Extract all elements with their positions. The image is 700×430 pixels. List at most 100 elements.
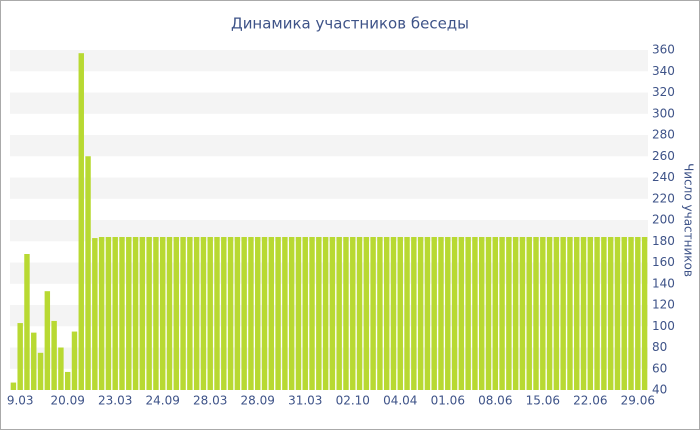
bar bbox=[227, 237, 234, 390]
bar bbox=[553, 237, 560, 390]
x-tick-label: 28.03 bbox=[193, 394, 227, 408]
bar bbox=[601, 237, 607, 390]
bar bbox=[567, 237, 573, 390]
bar bbox=[458, 237, 465, 390]
x-tick-label: 01.06 bbox=[431, 394, 465, 408]
bar bbox=[519, 237, 526, 390]
grid-band bbox=[10, 50, 648, 72]
bar bbox=[411, 237, 417, 390]
bar bbox=[180, 237, 186, 390]
bar bbox=[98, 237, 105, 390]
bar bbox=[78, 53, 84, 390]
bar bbox=[241, 237, 247, 390]
bar bbox=[268, 237, 275, 390]
bar bbox=[255, 237, 261, 390]
bar bbox=[37, 352, 44, 390]
x-tick-label: 08.06 bbox=[478, 394, 512, 408]
x-tick-label: 9.03 bbox=[7, 394, 34, 408]
bar bbox=[445, 237, 451, 390]
bar bbox=[580, 237, 587, 390]
bar bbox=[377, 237, 383, 390]
bar bbox=[322, 237, 329, 390]
bar bbox=[404, 237, 410, 390]
bar bbox=[24, 254, 30, 390]
bar bbox=[261, 237, 268, 390]
bar bbox=[10, 382, 17, 390]
bar bbox=[478, 237, 485, 390]
bar bbox=[126, 237, 132, 390]
bar bbox=[424, 237, 431, 390]
bar bbox=[71, 331, 78, 390]
bar bbox=[506, 237, 512, 390]
bar bbox=[641, 237, 648, 390]
bar bbox=[526, 237, 532, 390]
bar bbox=[438, 237, 444, 390]
bar bbox=[621, 237, 627, 390]
bar bbox=[574, 237, 580, 390]
y-tick-label: 40 bbox=[652, 383, 667, 397]
bar bbox=[295, 237, 302, 390]
y-tick-label: 200 bbox=[652, 213, 675, 227]
bar bbox=[200, 237, 207, 390]
bar bbox=[546, 237, 553, 390]
bar bbox=[336, 237, 342, 390]
y-tick-label: 240 bbox=[652, 170, 675, 184]
bar bbox=[350, 237, 356, 390]
bar bbox=[302, 237, 308, 390]
grid-band bbox=[10, 220, 648, 242]
x-tick-label: 29.06 bbox=[621, 394, 655, 408]
bar bbox=[139, 237, 146, 390]
bar bbox=[31, 332, 37, 390]
bar bbox=[560, 237, 566, 390]
y-tick-label: 100 bbox=[652, 319, 675, 333]
bar bbox=[187, 237, 193, 390]
y-tick-label: 340 bbox=[652, 64, 675, 78]
bar bbox=[146, 237, 152, 390]
y-tick-label: 140 bbox=[652, 276, 675, 290]
x-tick-label: 22.06 bbox=[573, 394, 607, 408]
bar bbox=[234, 237, 241, 390]
bar bbox=[132, 237, 139, 390]
y-tick-label: 280 bbox=[652, 128, 675, 142]
bar bbox=[309, 237, 315, 390]
bar bbox=[417, 237, 424, 390]
bar bbox=[221, 237, 227, 390]
x-tick-label: 23.03 bbox=[98, 394, 132, 408]
y-tick-label: 220 bbox=[652, 191, 675, 205]
x-tick-label: 04.04 bbox=[383, 394, 417, 408]
bar bbox=[112, 237, 118, 390]
bar bbox=[159, 237, 166, 390]
y-tick-label: 80 bbox=[652, 340, 667, 354]
bar bbox=[58, 347, 64, 390]
x-tick-label: 02.10 bbox=[336, 394, 370, 408]
y-tick-label: 120 bbox=[652, 298, 675, 312]
x-tick-label: 28.09 bbox=[241, 394, 275, 408]
bar bbox=[248, 237, 254, 390]
bar bbox=[485, 237, 492, 390]
bar bbox=[465, 237, 471, 390]
y-tick-label: 300 bbox=[652, 106, 675, 120]
chart-title: Динамика участников беседы bbox=[231, 15, 469, 33]
bar bbox=[370, 237, 376, 390]
bar bbox=[512, 237, 519, 390]
bar bbox=[540, 237, 546, 390]
y-tick-label: 160 bbox=[652, 255, 675, 269]
bar bbox=[499, 237, 505, 390]
bar bbox=[363, 237, 370, 390]
bar bbox=[594, 237, 600, 390]
bar bbox=[92, 238, 98, 390]
x-tick-label: 20.09 bbox=[51, 394, 85, 408]
bar bbox=[282, 237, 288, 390]
bar bbox=[607, 237, 614, 390]
x-tick-label: 31.03 bbox=[288, 394, 322, 408]
bar bbox=[472, 237, 478, 390]
grid-band bbox=[10, 177, 648, 199]
bar bbox=[193, 237, 200, 390]
bar bbox=[166, 237, 173, 390]
bar bbox=[329, 237, 336, 390]
bar bbox=[316, 237, 322, 390]
bar bbox=[343, 237, 349, 390]
bar bbox=[207, 237, 213, 390]
y-tick-label: 320 bbox=[652, 85, 675, 99]
